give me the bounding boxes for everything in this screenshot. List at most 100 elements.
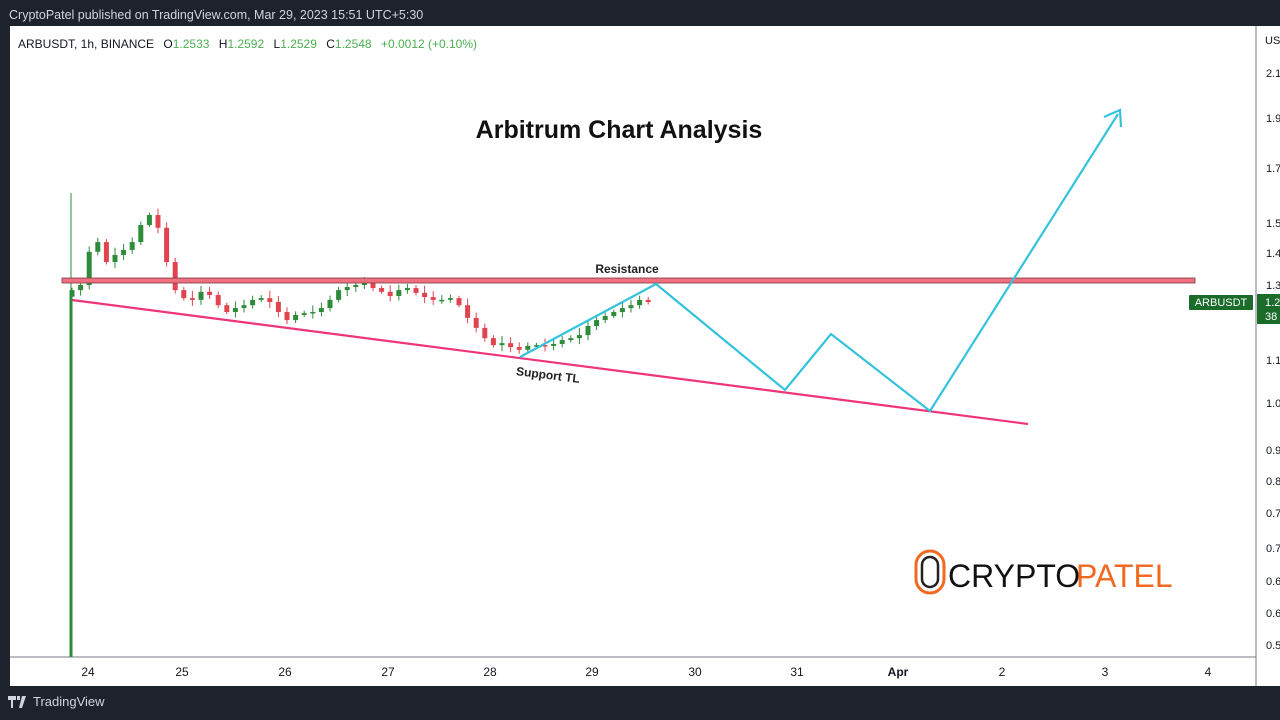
candle-body	[155, 215, 161, 228]
candle-body	[628, 305, 634, 309]
candle-body	[439, 299, 445, 302]
candle-body	[559, 340, 565, 344]
candle-body	[482, 327, 488, 339]
x-tick-label: 3	[1102, 665, 1109, 679]
symbol-legend: ARBUSDT, 1h, BINANCE O1.2533 H1.2592 L1.…	[18, 37, 477, 51]
candle-body	[327, 299, 333, 309]
candle-body	[224, 305, 230, 313]
support-label: Support TL	[515, 364, 580, 386]
symbol-badge-label: ARBUSDT	[1195, 297, 1248, 309]
candle-body	[568, 338, 574, 341]
candle-body	[447, 298, 453, 300]
candle-body	[121, 249, 127, 255]
symbol-badge	[1189, 295, 1253, 310]
price-badge-value: 1.2	[1265, 297, 1280, 309]
y-tick-label: 1.3	[1266, 280, 1280, 292]
candle-body	[69, 290, 75, 297]
projection-path	[519, 113, 1119, 413]
candle-body	[387, 291, 393, 297]
y-tick-label: 1.7	[1266, 163, 1280, 175]
candle-body	[499, 343, 505, 346]
low-label: L	[273, 37, 281, 51]
x-tick-label: 30	[688, 665, 702, 679]
candle-body	[413, 288, 419, 293]
y-tick-label: 0.6	[1266, 576, 1280, 588]
logo-text-orange: PATEL	[1076, 558, 1173, 594]
x-tick-label: 27	[381, 665, 395, 679]
candle-body	[129, 242, 135, 250]
change-value: +0.0012 (+0.10%)	[380, 37, 478, 51]
x-tick-label: Apr	[888, 665, 909, 679]
y-axis-unit: US	[1265, 35, 1280, 47]
candle-body	[576, 335, 582, 339]
y-tick-label: 1.9	[1266, 113, 1280, 125]
publisher-line: CryptoPatel published on TradingView.com…	[9, 8, 424, 22]
x-tick-label: 31	[790, 665, 804, 679]
close-label: C	[326, 37, 335, 51]
candle-body	[602, 316, 608, 321]
candle-body	[318, 308, 324, 313]
price-badge-countdown: 38	[1265, 311, 1277, 323]
candle-body	[370, 281, 376, 289]
candle-body	[310, 312, 316, 314]
chart-area[interactable]	[10, 26, 1280, 686]
candle-body	[594, 320, 600, 327]
y-tick-label: 0.7	[1266, 543, 1280, 555]
logo-text-dark: CRYPTO	[948, 558, 1080, 594]
candle-body	[198, 291, 204, 300]
candle-body	[465, 305, 471, 318]
tradingview-logo-icon	[8, 695, 26, 708]
candle-body	[516, 347, 522, 350]
candle-body	[95, 242, 101, 252]
candle-body	[293, 314, 299, 321]
chart-title: Arbitrum Chart Analysis	[475, 116, 763, 144]
x-tick-label: 4	[1205, 665, 1212, 679]
x-tick-label: 28	[483, 665, 497, 679]
bitcoin-c-icon	[914, 549, 946, 595]
candle-body	[430, 297, 436, 300]
candle-body	[353, 284, 359, 288]
y-tick-label: 1.1	[1266, 355, 1280, 367]
x-tick-label: 2	[999, 665, 1006, 679]
y-tick-label: 1.0	[1266, 398, 1280, 410]
candle-body	[181, 290, 187, 299]
candle-body	[258, 298, 264, 300]
y-tick-label: 0.7	[1266, 508, 1280, 520]
price-badge	[1257, 294, 1280, 324]
y-tick-label: 2.1	[1266, 68, 1280, 80]
y-tick-label: 0.8	[1266, 476, 1280, 488]
x-tick-label: 29	[585, 665, 599, 679]
candle-body	[645, 299, 651, 303]
footer: TradingView	[8, 694, 105, 709]
candle-body	[619, 308, 625, 313]
resistance-zone	[61, 277, 1196, 284]
candle-body	[585, 326, 591, 336]
candle-body	[473, 317, 479, 328]
candle-body	[241, 305, 247, 309]
candle-body	[215, 294, 221, 306]
close-value: 1.2548	[334, 37, 372, 51]
low-value: 1.2529	[280, 37, 317, 51]
candle-body	[542, 345, 548, 347]
candle-body	[490, 338, 496, 346]
y-tick-label: 1.5	[1266, 218, 1280, 230]
candle-body	[78, 284, 84, 291]
candle-body	[344, 287, 350, 291]
candle-body	[361, 281, 367, 285]
high-label: H	[218, 37, 228, 51]
candle-body	[267, 298, 273, 302]
projection-arrowhead-icon	[1103, 108, 1123, 128]
candle-body	[284, 312, 290, 321]
candle-body	[611, 312, 617, 317]
x-tick-label: 25	[175, 665, 189, 679]
candle-body	[138, 225, 144, 243]
candle-body	[86, 251, 92, 285]
y-tick-label: 1.4	[1266, 248, 1280, 260]
candle-body	[508, 343, 514, 348]
y-tick-label: 0.6	[1266, 608, 1280, 620]
candle-body	[336, 290, 342, 300]
open-label: O	[163, 37, 173, 51]
high-value: 1.2592	[227, 37, 265, 51]
candle-body	[301, 313, 307, 315]
